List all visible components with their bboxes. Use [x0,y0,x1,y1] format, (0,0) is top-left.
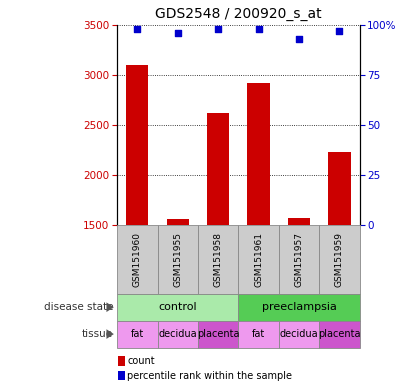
Text: placenta: placenta [318,329,361,339]
Bar [126,65,148,374]
Bar [247,83,270,374]
Bar [328,152,351,374]
Bar [238,294,360,321]
Bar [279,225,319,294]
Point [174,30,181,36]
Polygon shape [106,329,114,339]
Text: GSM151955: GSM151955 [173,232,182,287]
Bar [118,371,125,380]
Bar [117,294,238,321]
Text: percentile rank within the sample: percentile rank within the sample [127,371,292,381]
Bar [166,218,189,374]
Title: GDS2548 / 200920_s_at: GDS2548 / 200920_s_at [155,7,322,21]
Text: fat: fat [131,329,144,339]
Bar [238,321,279,348]
Bar [157,225,198,294]
Point [215,26,222,32]
Bar [117,321,157,348]
Bar [319,225,360,294]
Bar [288,218,310,374]
Text: fat: fat [252,329,265,339]
Text: placenta: placenta [197,329,240,339]
Bar [198,321,238,348]
Text: GSM151958: GSM151958 [214,232,223,287]
Bar [319,321,360,348]
Bar [198,225,238,294]
Text: count: count [127,356,155,366]
Text: GSM151959: GSM151959 [335,232,344,287]
Text: decidua: decidua [159,329,197,339]
Bar [238,225,279,294]
Text: GSM151960: GSM151960 [133,232,142,287]
Point [296,36,302,42]
Text: GSM151961: GSM151961 [254,232,263,287]
Polygon shape [106,302,114,312]
Text: decidua: decidua [280,329,318,339]
Bar [117,225,157,294]
Point [255,26,262,32]
Text: preeclampsia: preeclampsia [261,302,337,312]
Text: control: control [159,302,197,312]
Text: tissue: tissue [82,329,113,339]
Bar [279,321,319,348]
Text: disease state: disease state [44,302,113,312]
Point [134,26,141,32]
Bar [118,356,125,366]
Bar [207,113,229,374]
Bar [157,321,198,348]
Text: GSM151957: GSM151957 [295,232,303,287]
Point [336,28,343,34]
